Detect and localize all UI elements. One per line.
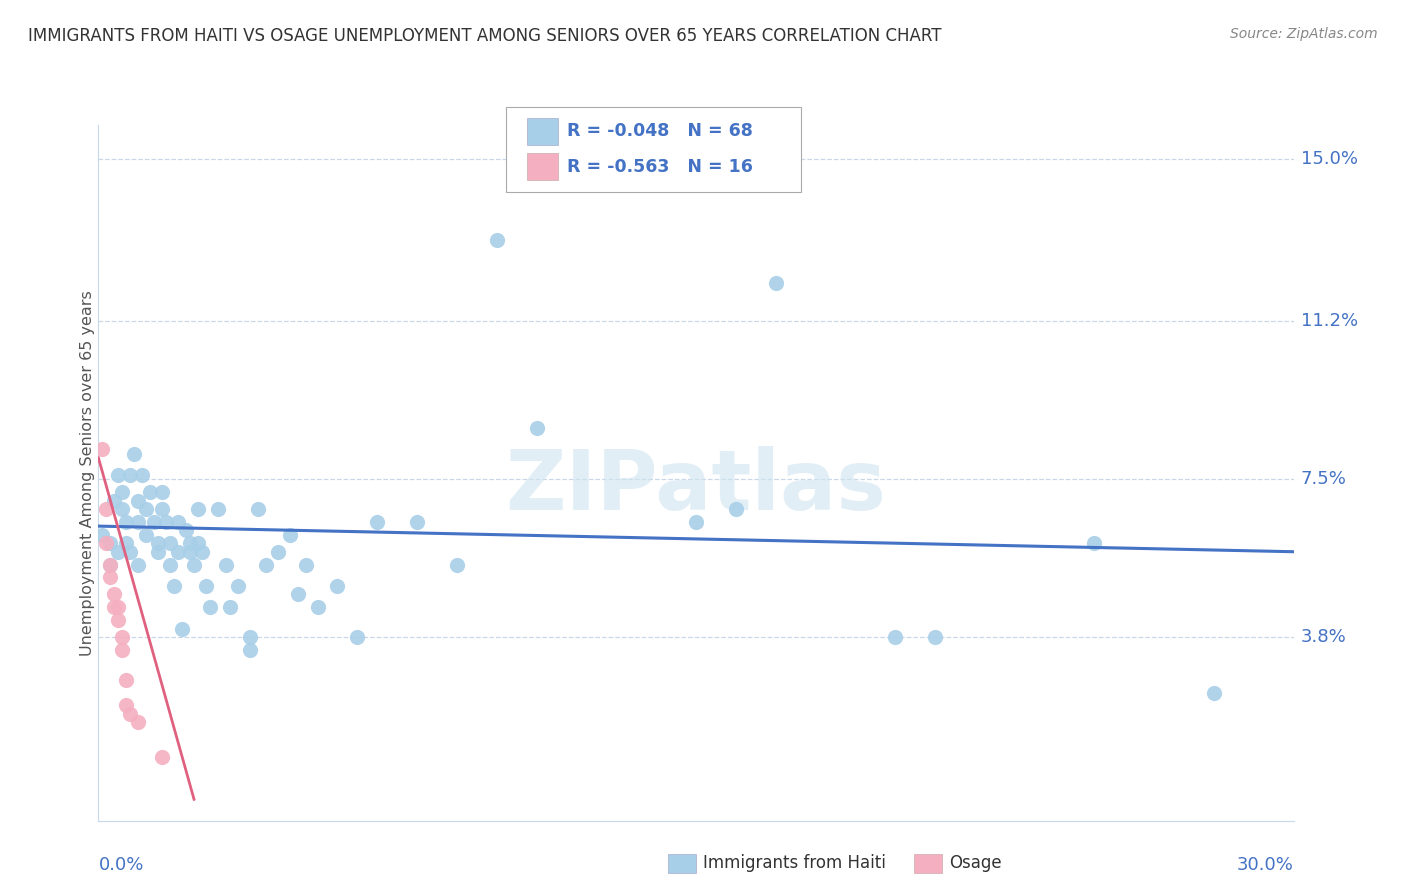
Point <box>159 558 181 572</box>
Point <box>98 558 122 572</box>
Point <box>294 558 316 572</box>
Point <box>96 502 118 516</box>
Point <box>179 536 201 550</box>
Point <box>884 630 907 644</box>
Point <box>207 502 229 516</box>
Point <box>226 579 249 593</box>
Point <box>163 579 186 593</box>
Point <box>187 502 209 516</box>
Text: 15.0%: 15.0% <box>1301 150 1358 168</box>
Point <box>159 536 181 550</box>
Text: 11.2%: 11.2% <box>1301 312 1358 330</box>
Point <box>183 558 205 572</box>
Text: 3.8%: 3.8% <box>1301 628 1347 646</box>
Point <box>115 698 138 713</box>
Point <box>148 545 170 559</box>
Point <box>115 515 138 529</box>
Point <box>124 446 146 460</box>
Point <box>765 276 787 290</box>
Point <box>139 485 162 500</box>
Point <box>131 467 153 482</box>
Point <box>219 600 242 615</box>
Point <box>103 600 125 615</box>
Point <box>239 643 262 657</box>
Point <box>103 587 125 601</box>
Point <box>198 600 221 615</box>
Point <box>155 515 177 529</box>
Point <box>91 527 114 541</box>
Point <box>174 524 197 538</box>
Point <box>406 515 429 529</box>
Point <box>150 485 173 500</box>
Point <box>148 536 170 550</box>
Point <box>194 579 218 593</box>
Point <box>111 643 134 657</box>
Point <box>98 558 122 572</box>
Point <box>127 715 149 730</box>
Point <box>127 493 149 508</box>
Point <box>96 536 118 550</box>
Point <box>239 630 262 644</box>
Point <box>111 502 134 516</box>
Point <box>307 600 329 615</box>
Text: Osage: Osage <box>949 854 1001 871</box>
Point <box>107 467 129 482</box>
Point <box>115 673 138 687</box>
Text: 7.5%: 7.5% <box>1301 470 1347 488</box>
Text: ZIPatlas: ZIPatlas <box>506 446 886 527</box>
Point <box>103 493 125 508</box>
Point <box>107 600 129 615</box>
Point <box>526 421 548 435</box>
Point <box>120 467 142 482</box>
Point <box>1083 536 1105 550</box>
Point <box>172 622 194 636</box>
Point <box>150 502 173 516</box>
Point <box>135 527 157 541</box>
Point <box>127 515 149 529</box>
Point <box>267 545 290 559</box>
Point <box>127 558 149 572</box>
Point <box>135 502 157 516</box>
Point <box>98 536 122 550</box>
Point <box>143 515 166 529</box>
Point <box>485 233 508 247</box>
Point <box>107 613 129 627</box>
Point <box>187 536 209 550</box>
Point <box>91 442 114 457</box>
Point <box>724 502 747 516</box>
Text: Source: ZipAtlas.com: Source: ZipAtlas.com <box>1230 27 1378 41</box>
Point <box>167 515 190 529</box>
Point <box>278 527 301 541</box>
Point <box>111 485 134 500</box>
Point <box>215 558 238 572</box>
Y-axis label: Unemployment Among Seniors over 65 years: Unemployment Among Seniors over 65 years <box>80 290 94 656</box>
Text: IMMIGRANTS FROM HAITI VS OSAGE UNEMPLOYMENT AMONG SENIORS OVER 65 YEARS CORRELAT: IMMIGRANTS FROM HAITI VS OSAGE UNEMPLOYM… <box>28 27 942 45</box>
Text: R = -0.048   N = 68: R = -0.048 N = 68 <box>567 122 752 140</box>
Point <box>326 579 349 593</box>
Point <box>115 536 138 550</box>
Text: Immigrants from Haiti: Immigrants from Haiti <box>703 854 886 871</box>
Point <box>346 630 368 644</box>
Point <box>1202 685 1225 699</box>
Text: 30.0%: 30.0% <box>1237 856 1294 874</box>
Point <box>120 706 142 721</box>
Point <box>167 545 190 559</box>
Point <box>246 502 269 516</box>
Point <box>685 515 707 529</box>
Point <box>120 545 142 559</box>
Point <box>150 749 173 764</box>
Text: R = -0.563   N = 16: R = -0.563 N = 16 <box>567 158 752 176</box>
Point <box>366 515 388 529</box>
Point <box>107 545 129 559</box>
Point <box>287 587 309 601</box>
Point <box>179 545 201 559</box>
Point <box>191 545 214 559</box>
Point <box>98 570 122 584</box>
Point <box>254 558 277 572</box>
Point <box>924 630 946 644</box>
Text: 0.0%: 0.0% <box>98 856 143 874</box>
Point <box>111 630 134 644</box>
Point <box>446 558 468 572</box>
